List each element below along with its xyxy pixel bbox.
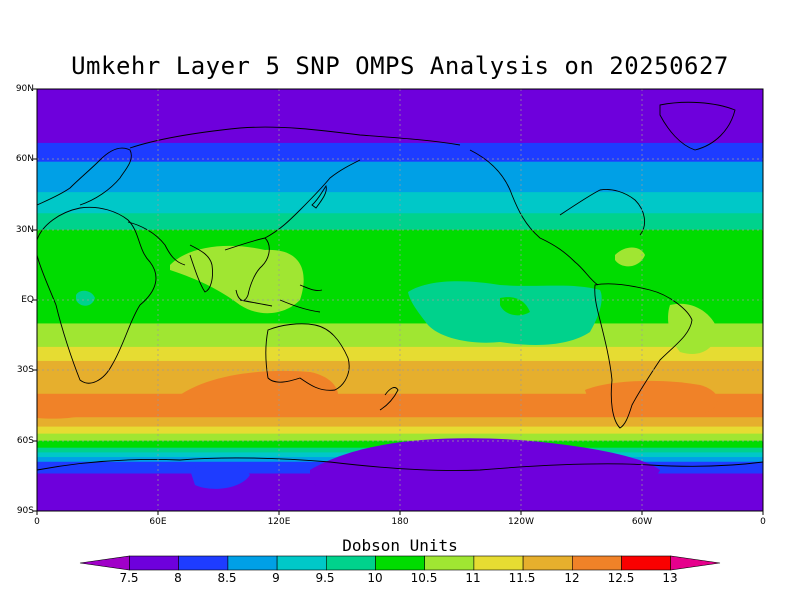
lat-label-eq: EQ [21,295,34,305]
coastlines [37,101,763,471]
colorbar-label: 12 [564,571,580,585]
colorbar-swatch-10 [571,555,622,571]
lat-label-60s: 60S [16,436,34,446]
blob-pacific-teal [408,281,602,345]
lat-label-60n: 60N [15,154,34,164]
lon-label-0-east: 0 [760,517,766,527]
coast-siberia [129,126,461,149]
blob-atlantic-lime [668,303,718,354]
colorbar-swatch-6 [375,555,426,571]
lon-label-0-west: 0 [34,517,40,527]
contour-blobs [37,245,718,505]
colorbar-label: 8.5 [217,571,237,585]
lat-label-30s: 30S [16,365,34,375]
contour-band-4 [37,213,763,231]
contour-bands [37,89,763,511]
coast-antarctica [37,457,763,471]
coast-china [264,159,361,239]
lon-label-60w: 60W [631,517,653,527]
colorbar-swatch-11 [621,555,672,571]
colorbar-title: Dobson Units [342,536,458,555]
blob-seasia-lime [170,245,304,314]
lat-label-90s: 90S [16,506,34,516]
colorbar-label: 7.5 [119,571,139,585]
lon-label-180: 180 [391,517,409,527]
blob-satlantic-orange [585,380,718,415]
blob-caribbean-lime [615,247,645,267]
colorbar-swatch-8 [473,555,524,571]
lat-label-90n: 90N [15,84,34,94]
blob-indian-orange [179,370,339,415]
coast-samerica [594,283,693,429]
map-title: Umkehr Layer 5 SNP OMPS Analysis on 2025… [71,52,729,80]
colorbar-label: 11 [465,571,481,585]
colorbar-swatch-5 [325,555,376,571]
coast-newzealand [379,387,399,411]
blob-west-orange [37,397,100,419]
colorbar-swatch-3 [227,555,278,571]
blob-south-purple [310,438,660,505]
colorbar-swatch-7 [424,555,475,571]
colorbar-swatch-2 [178,555,229,571]
colorbar-label: 10 [367,571,383,585]
blob-africa-teal [76,290,95,306]
axis-ticks [33,88,764,515]
contour-band-10 [37,417,763,428]
lon-label-120w: 120W [507,517,535,527]
lon-label-60e: 60E [149,517,167,527]
coast-europe [37,147,132,206]
coast-arabia [127,221,186,266]
colorbar-swatch-1 [129,555,180,571]
colorbar-label: 11.5 [508,571,536,585]
blob-pacific-lime [500,297,530,316]
coast-india [189,244,213,293]
contour-band-12 [37,433,763,442]
blob-antarctic-blue [190,463,250,489]
colorbar-swatch-4 [276,555,327,571]
lat-label-30n: 30N [15,225,34,235]
colorbar-label: 8 [174,571,182,585]
coast-greenland [659,101,736,151]
colorbar-label: 9.5 [315,571,335,585]
coast-namerica [469,149,646,286]
colorbar-arrow-left [79,555,130,571]
contour-band-2 [37,161,763,193]
coast-indonesia [239,284,323,313]
colorbar-arrow-right [670,555,721,571]
lon-label-120e: 120E [267,517,291,527]
contour-band-1 [37,142,763,163]
coast-australia [265,323,350,391]
colorbar [79,555,721,571]
contour-band-3 [37,192,763,214]
colorbar-label: 9 [272,571,280,585]
coast-africa [37,206,157,384]
coast-seasia [224,237,270,301]
colorbar-label: 12.5 [607,571,635,585]
colorbar-label: 13 [662,571,678,585]
coast-japan [311,184,327,209]
colorbar-swatch-9 [522,555,573,571]
gridlines [37,89,763,511]
colorbar-label: 10.5 [410,571,438,585]
